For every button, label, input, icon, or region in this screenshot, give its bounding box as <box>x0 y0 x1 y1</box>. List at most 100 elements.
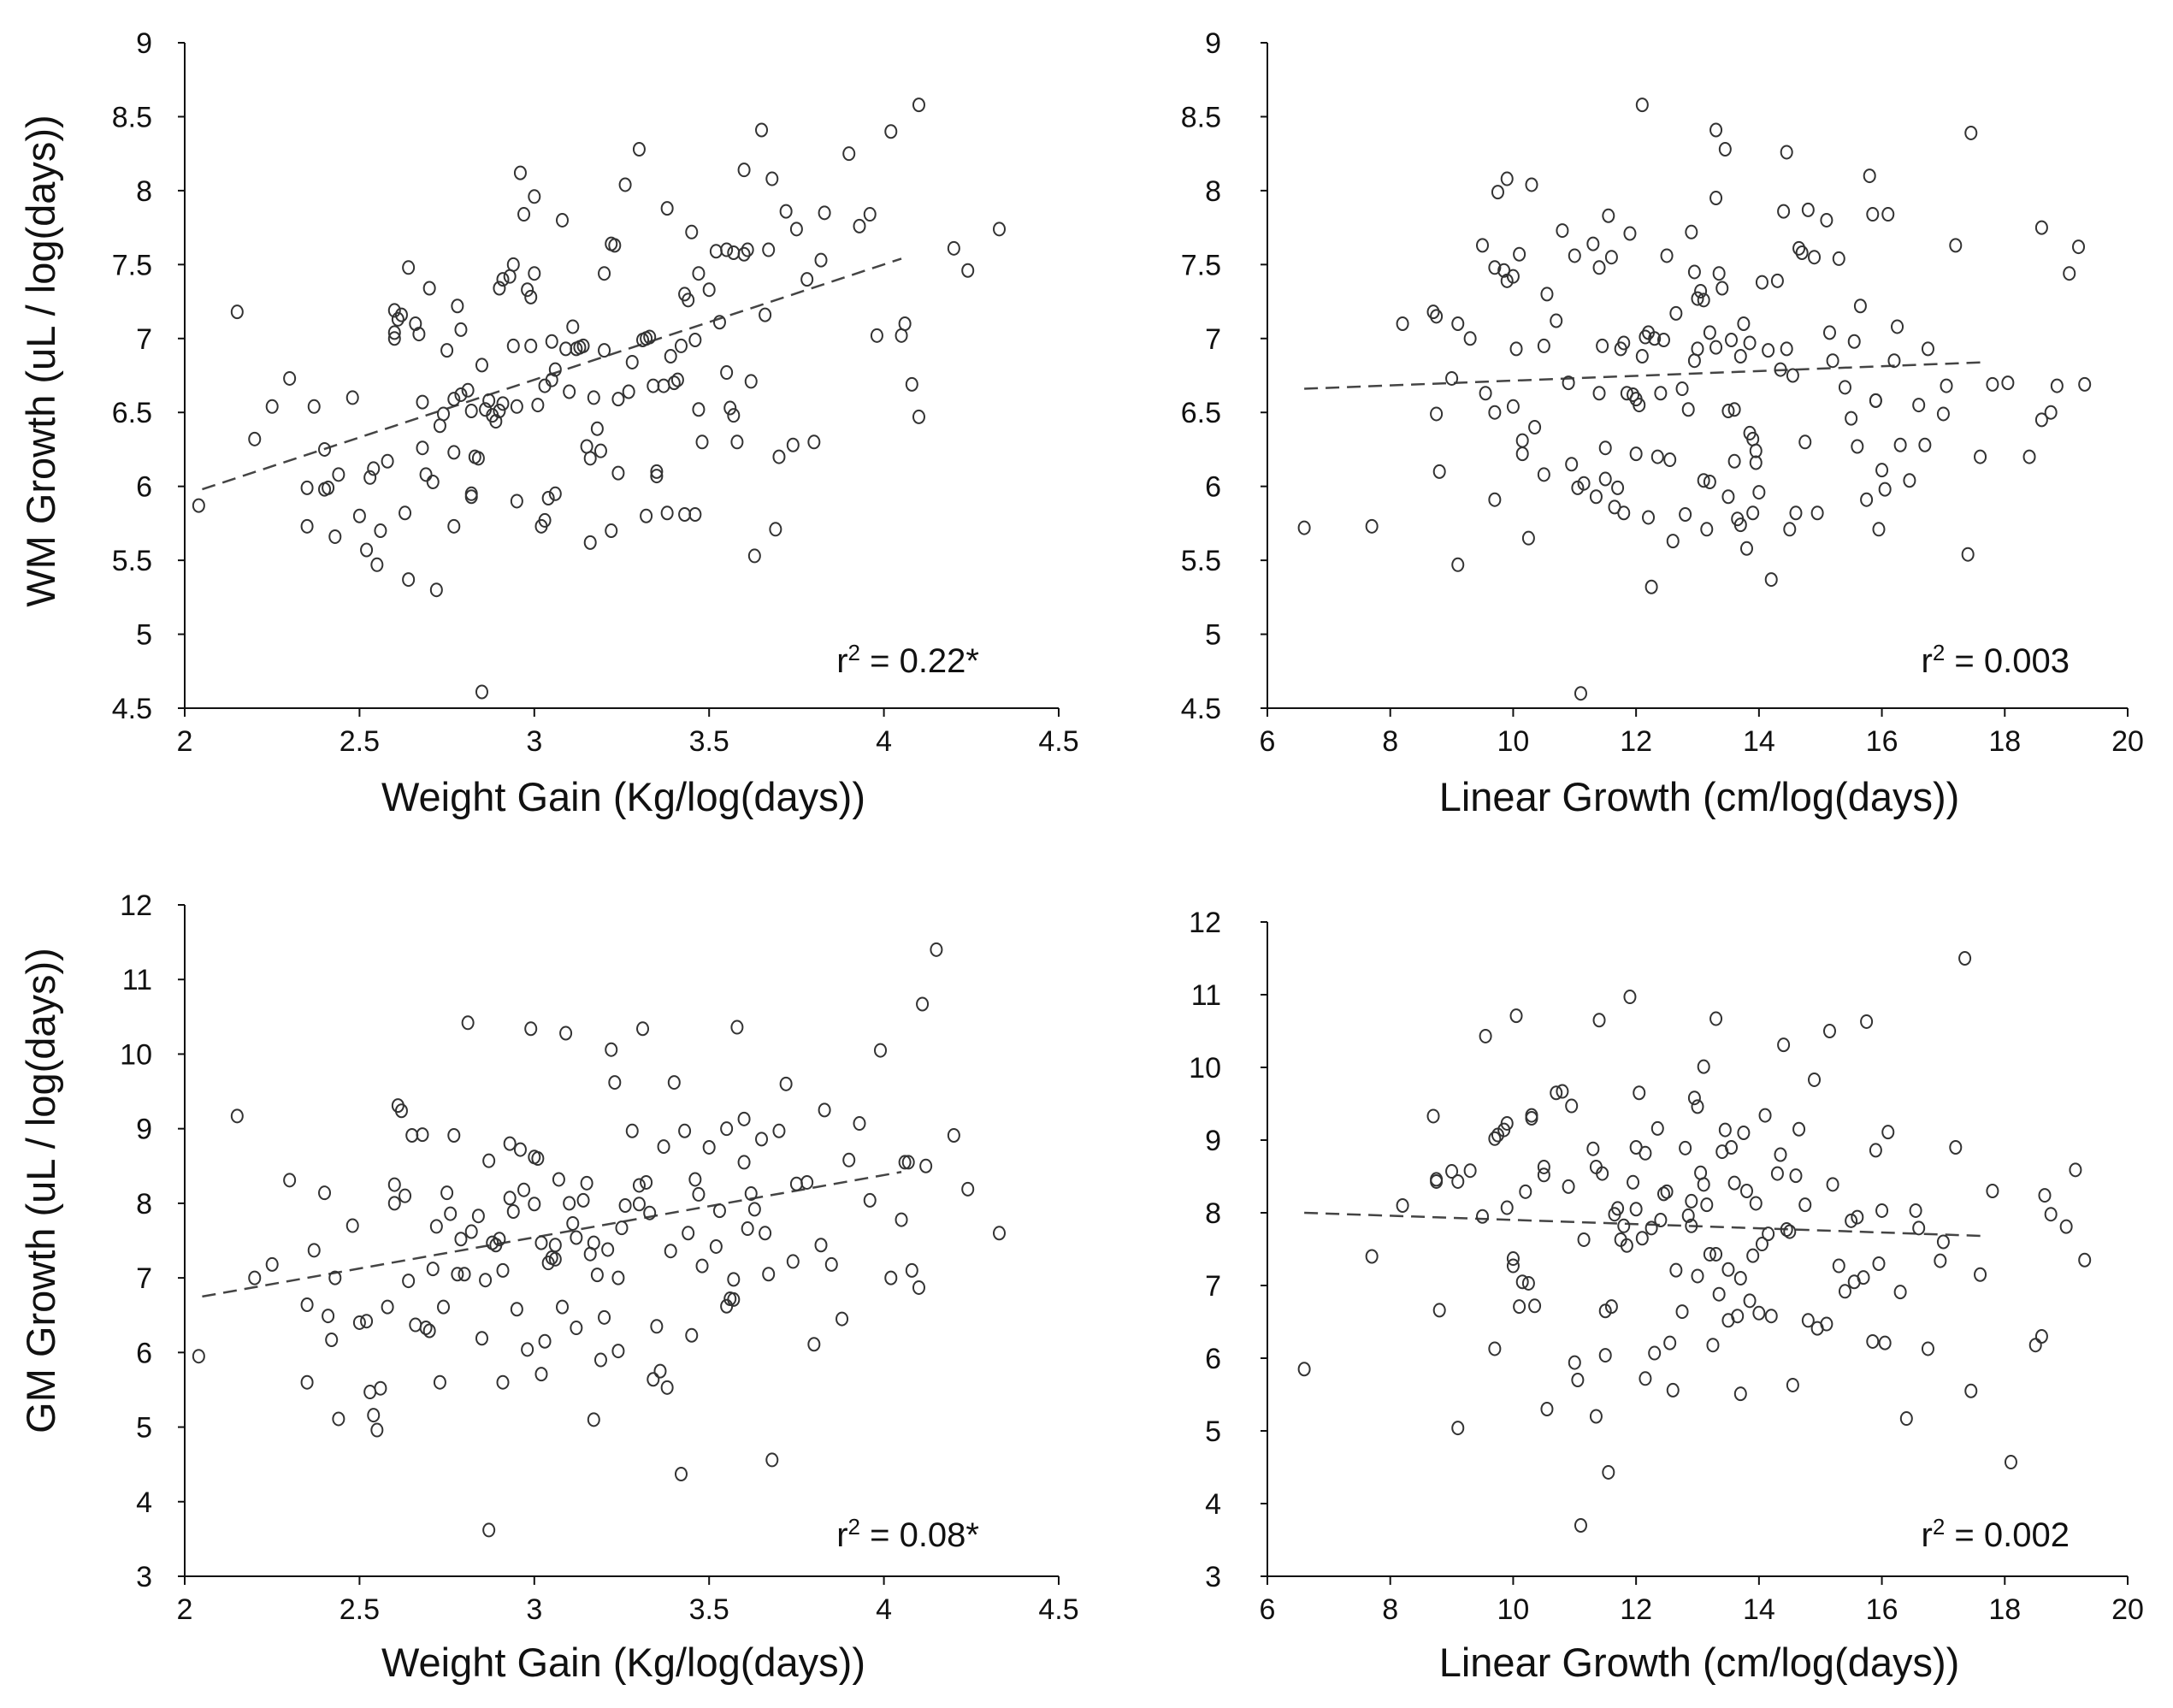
data-point <box>747 1202 761 1217</box>
data-point <box>1949 1140 1963 1155</box>
data-point <box>1687 1090 1701 1106</box>
data-point <box>870 328 883 343</box>
y-tick-label: 6 <box>136 1337 152 1369</box>
y-tick-label: 7 <box>136 323 152 356</box>
data-point <box>1934 1253 1947 1268</box>
data-point <box>605 1042 618 1057</box>
data-point <box>2069 1162 2082 1178</box>
data-point <box>647 1372 660 1387</box>
data-point <box>590 421 604 436</box>
y-tick-label: 5.5 <box>112 545 152 577</box>
data-point <box>688 507 702 523</box>
data-point <box>576 338 590 353</box>
data-point <box>1488 405 1502 420</box>
data-point <box>461 382 475 398</box>
data-point <box>1521 530 1535 546</box>
data-point <box>818 205 831 221</box>
data-point <box>2034 1329 2048 1344</box>
data-point <box>643 329 657 345</box>
wm-ylabel: WM Growth (uL / log(days)) <box>18 115 63 606</box>
data-point <box>1509 341 1523 357</box>
data-point <box>1733 1386 1747 1402</box>
data-point <box>912 409 925 424</box>
data-point <box>2028 1338 2042 1353</box>
data-point <box>640 508 653 523</box>
data-point <box>712 1203 726 1219</box>
data-point <box>521 1342 534 1357</box>
data-point <box>1733 349 1747 364</box>
y-tick-label: 9 <box>136 27 152 60</box>
data-point <box>712 315 726 330</box>
data-point <box>548 1238 562 1253</box>
data-point <box>437 1299 451 1315</box>
data-point <box>409 1317 422 1333</box>
data-point <box>1936 406 1950 422</box>
data-point <box>947 1128 960 1144</box>
r-squared-value: = 0.08* <box>860 1516 979 1554</box>
data-point <box>1755 275 1769 290</box>
data-point <box>657 1139 670 1155</box>
x-tick-label: 16 <box>1866 725 1898 758</box>
r-squared-symbol: r <box>836 642 847 680</box>
data-point <box>447 1128 461 1144</box>
data-point <box>506 257 520 272</box>
data-point <box>419 1321 433 1336</box>
data-point <box>1860 1014 1874 1029</box>
x-tick-label: 10 <box>1497 725 1530 758</box>
data-point <box>737 246 751 262</box>
y-tick-label: 4.5 <box>1181 693 1221 725</box>
y-tick-label: 7 <box>136 1262 152 1295</box>
data-point <box>2001 375 2015 391</box>
data-point <box>653 1363 667 1379</box>
data-point <box>723 400 737 416</box>
data-point <box>412 327 426 342</box>
data-point <box>548 362 562 377</box>
data-point <box>786 1254 800 1269</box>
r-squared-symbol: r <box>836 1516 847 1554</box>
data-point <box>727 245 741 261</box>
data-point <box>1762 343 1775 358</box>
data-point <box>1365 518 1379 534</box>
data-point <box>322 480 335 495</box>
data-point <box>1639 1371 1652 1386</box>
data-point <box>1832 1258 1845 1274</box>
data-point <box>1703 1246 1716 1262</box>
data-point <box>1550 1085 1563 1101</box>
data-point <box>741 242 754 257</box>
data-point <box>345 1218 359 1233</box>
data-point <box>587 1235 600 1250</box>
data-point <box>1598 1348 1612 1363</box>
data-point <box>496 272 510 287</box>
data-point <box>1709 1246 1723 1262</box>
data-point <box>570 1230 583 1245</box>
data-point <box>1712 1286 1726 1302</box>
y-tick-label: 5.5 <box>1181 545 1221 577</box>
data-point <box>685 1327 699 1343</box>
data-point <box>570 1321 583 1336</box>
data-point <box>1565 457 1579 472</box>
data-point <box>863 207 877 222</box>
data-point <box>737 1155 751 1170</box>
data-point <box>853 218 866 233</box>
data-point <box>451 1267 464 1282</box>
data-point <box>1681 402 1695 417</box>
data-point <box>1727 1175 1741 1191</box>
data-point <box>433 1374 446 1390</box>
y-tick-label: 8 <box>1205 175 1221 208</box>
data-point <box>552 1172 565 1187</box>
data-point <box>1792 1121 1806 1137</box>
data-point <box>632 1197 646 1212</box>
data-point <box>1691 1268 1704 1284</box>
data-point <box>1623 990 1637 1005</box>
data-point <box>824 1256 838 1272</box>
data-point <box>566 1215 580 1231</box>
data-point <box>800 272 814 287</box>
data-point <box>1565 1098 1579 1114</box>
data-point <box>1635 349 1649 364</box>
y-tick-label: 11 <box>122 964 152 996</box>
data-point <box>1568 1355 1581 1370</box>
x-tick-label: 2 <box>177 725 193 758</box>
data-point <box>688 333 702 348</box>
data-point <box>1500 171 1514 186</box>
data-point <box>332 1411 345 1427</box>
